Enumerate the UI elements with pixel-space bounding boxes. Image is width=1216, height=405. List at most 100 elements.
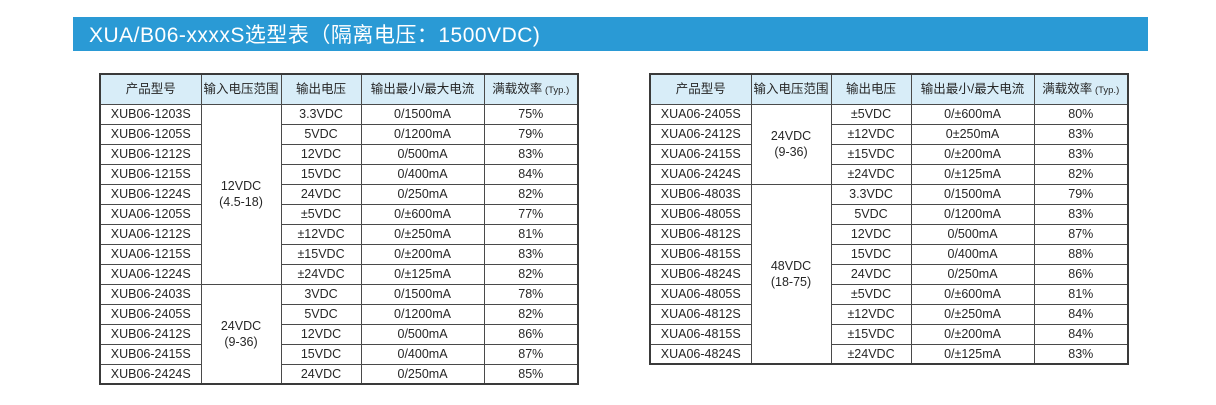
efficiency-cell: 83% <box>483 143 579 165</box>
table-row: XUB06-4815S 15VDC 0/400mA 88% <box>649 243 1129 265</box>
output-current-cell: 0/±200mA <box>360 243 485 265</box>
header-row: 产品型号 输入电压范围 输出电压 输出最小/最大电流 满载效率 (Typ.) <box>99 73 579 105</box>
table-row: XUA06-2415S ±15VDC 0/±200mA 83% <box>649 143 1129 165</box>
output-current-cell: 0/250mA <box>910 263 1035 285</box>
output-voltage-cell: ±12VDC <box>280 223 362 245</box>
output-voltage-cell: ±15VDC <box>830 143 912 165</box>
output-current-cell: 0/±600mA <box>910 103 1035 125</box>
model-cell: XUA06-2412S <box>649 123 752 145</box>
output-voltage-cell: ±24VDC <box>830 343 912 365</box>
output-voltage-cell: 5VDC <box>280 123 362 145</box>
output-current-cell: 0/500mA <box>360 143 485 165</box>
output-current-cell: 0/±600mA <box>360 203 485 225</box>
column-header: 输出电压 <box>830 73 912 105</box>
table-row: XUB06-2415S 15VDC 0/400mA 87% <box>99 343 579 365</box>
output-voltage-cell: 15VDC <box>280 343 362 365</box>
model-cell: XUA06-2424S <box>649 163 752 185</box>
typ-suffix: (Typ.) <box>542 84 570 96</box>
output-voltage-cell: 12VDC <box>830 223 912 245</box>
table-row: XUA06-4812S ±12VDC 0/±250mA 84% <box>649 303 1129 325</box>
table-body: XUB06-1203S 12VDC (4.5-18) 3.3VDC 0/1500mA 75… <box>99 103 579 385</box>
efficiency-cell: 79% <box>1033 183 1129 205</box>
efficiency-cell: 80% <box>1033 103 1129 125</box>
table-row: XUB06-4803S 48VDC (18-75) 3.3VDC 0/1500mA 79% <box>649 183 1129 365</box>
output-current-cell: 0/±125mA <box>910 163 1035 185</box>
table-row: XUA06-2424S ±24VDC 0/±125mA 82% <box>649 163 1129 185</box>
efficiency-cell: 83% <box>1033 123 1129 145</box>
model-cell: XUA06-1224S <box>99 263 202 285</box>
output-current-cell: 0/±125mA <box>360 263 485 285</box>
efficiency-cell: 82% <box>483 303 579 325</box>
output-current-cell: 0/1500mA <box>910 183 1035 205</box>
model-cell: XUB06-4803S <box>649 183 752 205</box>
table-body: XUA06-2405S 24VDC (9-36) ±5VDC 0/±600mA 80% XU… <box>649 103 1129 365</box>
output-current-cell: 0/1500mA <box>360 103 485 125</box>
output-current-cell: 0/±600mA <box>910 283 1035 305</box>
table-header: 产品型号 输入电压范围 输出电压 输出最小/最大电流 满载效率 (Typ.) <box>99 73 579 105</box>
column-header: 满载效率 (Typ.) <box>483 73 579 105</box>
efficiency-cell: 81% <box>483 223 579 245</box>
table-row: XUB06-4824S 24VDC 0/250mA 86% <box>649 263 1129 285</box>
page-title: XUA/B06-xxxxS选型表（隔离电压：1500VDC) <box>89 24 541 47</box>
table-row: XUB06-2412S 12VDC 0/500mA 86% <box>99 323 579 345</box>
output-voltage-cell: ±24VDC <box>280 263 362 285</box>
output-voltage-cell: ±24VDC <box>830 163 912 185</box>
column-header: 产品型号 <box>649 73 752 105</box>
output-current-cell: 0/500mA <box>910 223 1035 245</box>
output-voltage-cell: 3.3VDC <box>280 103 362 125</box>
table-row: XUB06-1224S 24VDC 0/250mA 82% <box>99 183 579 205</box>
efficiency-cell: 81% <box>1033 283 1129 305</box>
output-voltage-cell: 12VDC <box>280 143 362 165</box>
model-cell: XUB06-4815S <box>649 243 752 265</box>
efficiency-cell: 85% <box>483 363 579 385</box>
output-voltage-cell: 3VDC <box>280 283 362 305</box>
table-row: XUA06-4815S ±15VDC 0/±200mA 84% <box>649 323 1129 345</box>
efficiency-cell: 77% <box>483 203 579 225</box>
efficiency-cell: 83% <box>483 243 579 265</box>
column-header: 输入电压范围 <box>200 73 282 105</box>
output-voltage-cell: 5VDC <box>830 203 912 225</box>
output-voltage-cell: 24VDC <box>280 363 362 385</box>
table-row: XUB06-1212S 12VDC 0/500mA 83% <box>99 143 579 165</box>
efficiency-cell: 82% <box>1033 163 1129 185</box>
model-cell: XUB06-4812S <box>649 223 752 245</box>
model-cell: XUB06-2403S <box>99 283 202 305</box>
efficiency-cell: 84% <box>483 163 579 185</box>
output-voltage-cell: 3.3VDC <box>830 183 912 205</box>
model-cell: XUA06-4815S <box>649 323 752 345</box>
efficiency-cell: 82% <box>483 263 579 285</box>
header-row: 产品型号 输入电压范围 输出电压 输出最小/最大电流 满载效率 (Typ.) <box>649 73 1129 105</box>
efficiency-cell: 86% <box>483 323 579 345</box>
table-row: XUA06-4805S ±5VDC 0/±600mA 81% <box>649 283 1129 305</box>
output-current-cell: 0/1200mA <box>910 203 1035 225</box>
efficiency-cell: 87% <box>483 343 579 365</box>
model-cell: XUA06-1205S <box>99 203 202 225</box>
table-row: XUB06-1205S 5VDC 0/1200mA 79% <box>99 123 579 145</box>
output-voltage-cell: ±12VDC <box>830 303 912 325</box>
output-voltage-cell: ±12VDC <box>830 123 912 145</box>
input-range-cell: 48VDC (18-75) <box>750 183 832 365</box>
output-current-cell: 0/400mA <box>910 243 1035 265</box>
output-voltage-cell: 15VDC <box>280 163 362 185</box>
input-range-cell: 24VDC (9-36) <box>200 283 282 385</box>
output-current-cell: 0/500mA <box>360 323 485 345</box>
output-current-cell: 0/250mA <box>360 183 485 205</box>
output-current-cell: 0/±200mA <box>910 323 1035 345</box>
column-header: 满载效率 (Typ.) <box>1033 73 1129 105</box>
efficiency-cell: 86% <box>1033 263 1129 285</box>
table-row: XUA06-2405S 24VDC (9-36) ±5VDC 0/±600mA 80% <box>649 103 1129 185</box>
table-row: XUB06-4812S 12VDC 0/500mA 87% <box>649 223 1129 245</box>
model-cell: XUB06-4805S <box>649 203 752 225</box>
output-current-cell: 0/400mA <box>360 343 485 365</box>
table-row: XUA06-1205S ±5VDC 0/±600mA 77% <box>99 203 579 225</box>
efficiency-cell: 75% <box>483 103 579 125</box>
efficiency-cell: 83% <box>1033 343 1129 365</box>
efficiency-cell: 87% <box>1033 223 1129 245</box>
model-cell: XUA06-1215S <box>99 243 202 265</box>
output-voltage-cell: 15VDC <box>830 243 912 265</box>
output-voltage-cell: ±5VDC <box>280 203 362 225</box>
model-cell: XUB06-2415S <box>99 343 202 365</box>
column-header: 产品型号 <box>99 73 202 105</box>
model-cell: XUB06-1205S <box>99 123 202 145</box>
